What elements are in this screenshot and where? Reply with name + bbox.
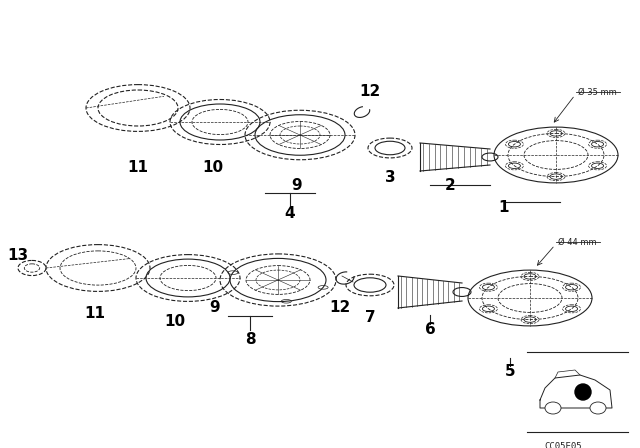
- Ellipse shape: [590, 402, 606, 414]
- Text: 11: 11: [127, 160, 148, 176]
- Text: 5: 5: [505, 365, 515, 379]
- Text: CC05E05: CC05E05: [544, 442, 582, 448]
- Text: 2: 2: [445, 177, 456, 193]
- Text: 4: 4: [285, 206, 295, 220]
- Text: 10: 10: [164, 314, 186, 329]
- Text: 12: 12: [360, 85, 381, 99]
- Text: 9: 9: [292, 177, 302, 193]
- Text: 10: 10: [202, 160, 223, 176]
- Ellipse shape: [545, 402, 561, 414]
- Text: Ø 35 mm: Ø 35 mm: [578, 87, 617, 96]
- Text: 6: 6: [424, 323, 435, 337]
- Text: 13: 13: [8, 247, 29, 263]
- Text: 3: 3: [385, 171, 396, 185]
- Text: 12: 12: [330, 301, 351, 315]
- Text: 7: 7: [365, 310, 375, 326]
- Text: 9: 9: [210, 301, 220, 315]
- Circle shape: [575, 384, 591, 400]
- Text: 1: 1: [499, 201, 509, 215]
- Text: 8: 8: [244, 332, 255, 348]
- Text: Ø 44 mm: Ø 44 mm: [558, 237, 596, 246]
- Text: 11: 11: [84, 306, 106, 320]
